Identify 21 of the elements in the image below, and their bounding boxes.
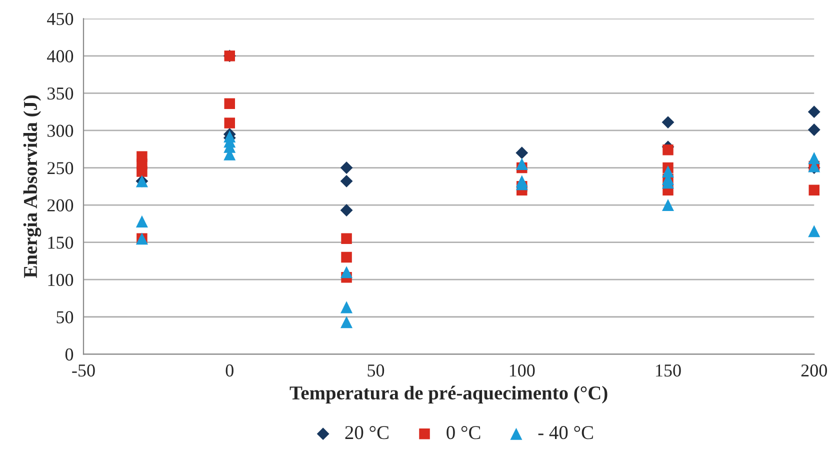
y-tick-label: 450 xyxy=(47,12,74,26)
y-tick-label: 150 xyxy=(48,236,74,249)
y-tick-label: 400 xyxy=(47,50,74,62)
legend-label: 20 °C xyxy=(345,426,388,440)
y-tick-label: 350 xyxy=(48,87,74,100)
x-tick-label: 200 xyxy=(801,364,827,377)
x-tick-label: -50 xyxy=(72,364,95,377)
y-tick-label: 100 xyxy=(48,274,74,286)
x-tick-label: 100 xyxy=(510,364,535,377)
y-tick-label: 200 xyxy=(47,199,74,212)
y-tick-label: 300 xyxy=(48,124,74,137)
y-tick-label: 250 xyxy=(47,162,74,174)
y-tick-label: 50 xyxy=(56,311,74,324)
legend-label: 0 °C xyxy=(446,426,480,440)
y-axis-title: Energia Absorvida (J) xyxy=(23,95,42,278)
x-axis-title: Temperatura de pré-aquecimento (°C) xyxy=(290,386,608,404)
legend-label: - 40 °C xyxy=(538,426,593,440)
x-tick-label: 50 xyxy=(368,364,384,377)
y-tick-label: 0 xyxy=(65,348,74,361)
x-tick-label: 0 xyxy=(226,364,234,377)
x-tick-label: 150 xyxy=(656,364,681,377)
